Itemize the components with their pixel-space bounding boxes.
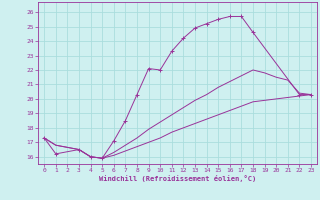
X-axis label: Windchill (Refroidissement éolien,°C): Windchill (Refroidissement éolien,°C) bbox=[99, 175, 256, 182]
